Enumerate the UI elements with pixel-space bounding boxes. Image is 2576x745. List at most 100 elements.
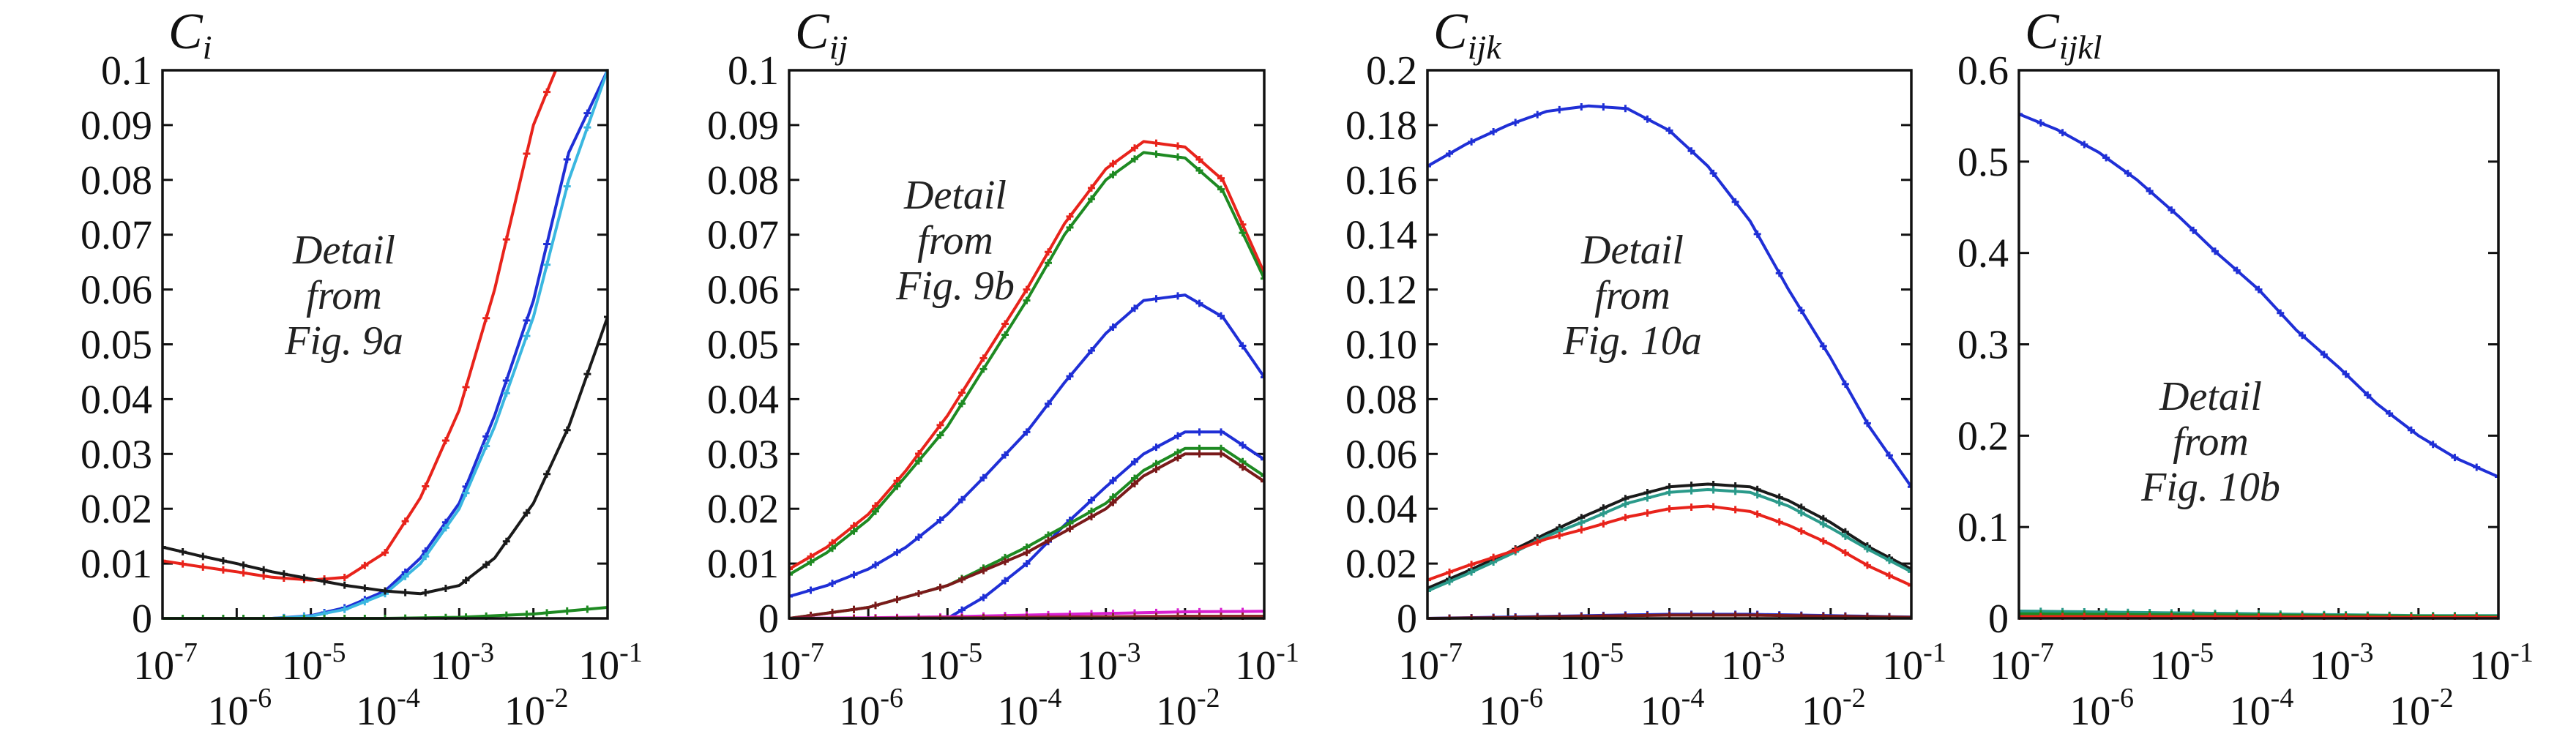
y-tick-label: 0.16 xyxy=(1345,158,1417,203)
series-marker xyxy=(583,370,591,378)
x-tick-exponent: -5 xyxy=(1601,637,1624,668)
series-marker xyxy=(604,313,608,321)
series-marker xyxy=(199,563,207,571)
y-tick-label: 0.1 xyxy=(728,48,779,94)
series-marker xyxy=(1797,307,1805,315)
x-tick-exponent: -2 xyxy=(545,683,569,714)
series-marker xyxy=(1819,342,1827,350)
annotation-line: from xyxy=(2173,419,2249,465)
x-tick-exponent: -2 xyxy=(1197,683,1220,714)
title-subscript: i xyxy=(203,29,212,66)
series-marker xyxy=(361,561,369,569)
series-marker xyxy=(199,553,207,561)
series-marker xyxy=(1261,477,1264,485)
panel-1: 0 0.01 0.02 0.03 0.04 0.05 0.06 0.07 0.08 0.09 0.1… xyxy=(81,4,643,734)
series-marker xyxy=(1261,455,1264,463)
x-tick-label: 10-4 xyxy=(2230,683,2294,734)
series-marker xyxy=(936,583,944,591)
series-marker xyxy=(1088,496,1095,504)
series-marker xyxy=(441,584,449,592)
series-marker xyxy=(543,470,551,478)
series-marker xyxy=(893,596,901,604)
series-marker xyxy=(1045,536,1052,544)
series-marker xyxy=(1709,486,1717,494)
series-marker xyxy=(1174,432,1181,440)
series-marker xyxy=(2320,351,2328,359)
series-marker xyxy=(462,489,470,497)
annotation-line: from xyxy=(917,218,993,263)
series-marker xyxy=(1687,487,1695,495)
x-tick-label: 10-7 xyxy=(760,637,824,689)
series-marker xyxy=(850,571,858,579)
x-tick-exponent: -4 xyxy=(1039,683,1062,714)
series-marker xyxy=(1023,549,1031,557)
series-marker xyxy=(1239,463,1247,471)
y-tick-label: 0.14 xyxy=(1345,213,1417,258)
y-tick-label: 0.03 xyxy=(81,432,152,477)
x-tick-exponent: -1 xyxy=(2510,637,2534,668)
series-marker xyxy=(1088,346,1095,354)
x-tick-base: 10 xyxy=(504,689,545,734)
series-marker xyxy=(2233,266,2241,274)
series-marker xyxy=(958,606,966,614)
x-tick-base: 10 xyxy=(2469,643,2510,689)
series-marker xyxy=(1131,479,1138,487)
x-tick-exponent: -4 xyxy=(397,683,420,714)
x-tick-base: 10 xyxy=(1479,689,1520,734)
y-tick-label: 0.1 xyxy=(1957,505,2009,550)
x-tick-exponent: -3 xyxy=(471,637,495,668)
series-marker xyxy=(1195,299,1203,307)
title-subscript: ijk xyxy=(1468,29,1503,66)
panel-2: 0 0.01 0.02 0.03 0.04 0.05 0.06 0.07 0.08 0.09 0.1… xyxy=(707,4,1299,734)
y-tick-label: 0.08 xyxy=(1345,377,1417,422)
x-tick-base: 10 xyxy=(1721,643,1762,689)
series-marker xyxy=(502,537,510,545)
series-marker xyxy=(563,182,571,190)
series-marker xyxy=(915,533,922,541)
series-marker xyxy=(321,577,329,585)
series-marker xyxy=(422,482,430,490)
series-marker xyxy=(361,598,369,606)
panel-3: 0 0.02 0.04 0.06 0.08 0.10 0.12 0.14 0.16 0.18 0.2… xyxy=(1345,4,1946,734)
series-marker xyxy=(482,314,490,322)
x-tick-exponent: -1 xyxy=(1923,637,1946,668)
series-marker xyxy=(1731,487,1739,495)
series-marker xyxy=(1131,155,1138,163)
y-tick-label: 0.09 xyxy=(81,103,152,149)
series-marker xyxy=(2342,370,2350,378)
series-marker xyxy=(1621,514,1629,522)
series-marker xyxy=(872,507,879,515)
series-marker xyxy=(2058,129,2067,137)
x-tick-label: 10-4 xyxy=(998,683,1062,734)
series-marker xyxy=(850,527,858,535)
x-tick-label: 10-7 xyxy=(1398,637,1463,689)
series-marker xyxy=(2211,247,2219,255)
y-tick-label: 0.5 xyxy=(1957,140,2009,185)
x-tick-exponent: -7 xyxy=(2031,637,2054,668)
series-marker xyxy=(1152,150,1160,158)
y-tick-label: 0.07 xyxy=(707,213,779,258)
series-marker xyxy=(979,473,988,482)
x-tick-exponent: -2 xyxy=(1843,683,1866,714)
series-marker xyxy=(1045,259,1052,267)
series-marker xyxy=(1088,513,1095,521)
annotation-line: Fig. 9b xyxy=(895,263,1015,309)
series-marker xyxy=(1534,538,1542,546)
x-tick-base: 10 xyxy=(1640,689,1681,734)
x-tick-label: 10-5 xyxy=(282,637,346,689)
series-marker xyxy=(2386,409,2394,417)
series-marker xyxy=(1753,230,1761,238)
x-tick-base: 10 xyxy=(1398,643,1439,689)
series-marker xyxy=(915,589,922,597)
series-marker xyxy=(1863,561,1871,569)
series-marker xyxy=(958,389,966,397)
series-marker xyxy=(1797,527,1805,535)
series-marker xyxy=(1261,274,1264,282)
series-marker xyxy=(1217,174,1225,182)
x-tick-label: 10-2 xyxy=(504,683,569,734)
series-marker xyxy=(361,584,369,592)
panel-title: Cij xyxy=(795,4,848,66)
annotation-line: Fig. 10a xyxy=(1562,318,1702,364)
